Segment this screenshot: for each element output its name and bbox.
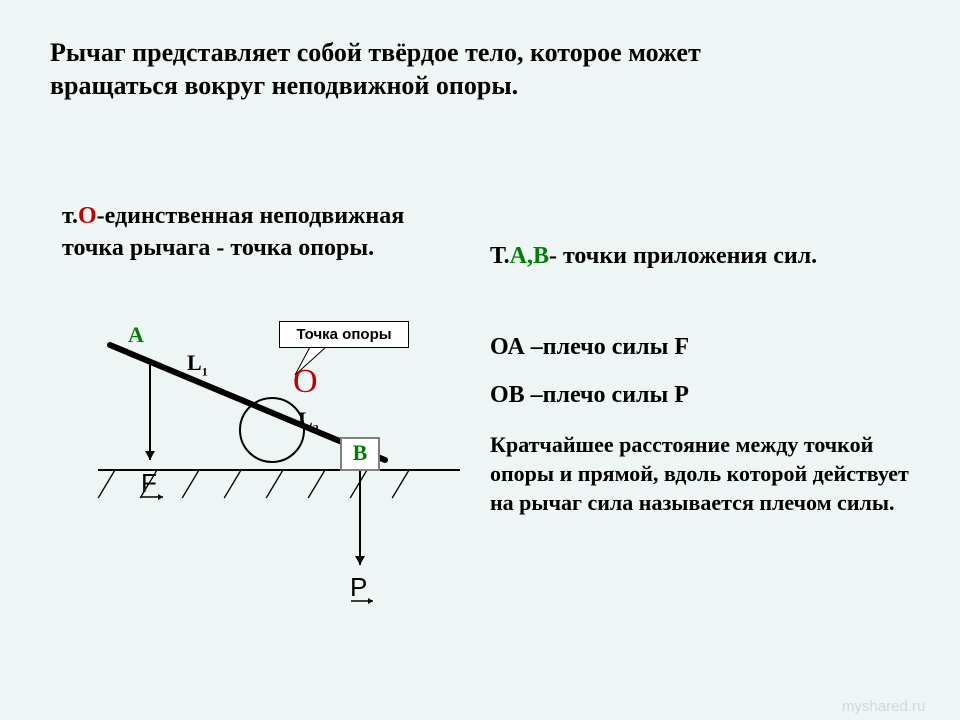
prefix: Т. [490, 243, 510, 269]
point-o-diagram-label: О [293, 363, 318, 401]
suffix: - точки приложения сил. [549, 243, 817, 269]
force-arm-definition-text: Кратчайшее расстояние между точкой опоры… [490, 430, 930, 517]
force-p-label: P [350, 572, 367, 603]
force-f-label: F [141, 468, 157, 499]
suffix: -единственная неподвижная точка рычага -… [62, 203, 404, 261]
l1-base: L [187, 350, 202, 375]
points-ab-definition-text: Т.А,В- точки приложения сил. [490, 240, 920, 272]
point-o-label: О [78, 203, 97, 229]
l2-base: L [298, 407, 313, 432]
l2-sub: 2 [313, 421, 319, 435]
fulcrum-callout-label: Точка опоры [279, 321, 409, 348]
watermark-text: myshared.ru [842, 698, 925, 715]
arm-oa-text: ОА –плечо силы F [490, 334, 920, 361]
point-a-label: А [128, 322, 144, 348]
prefix: т. [62, 203, 78, 229]
arm-ob-text: ОВ –плечо силы Р [490, 382, 920, 409]
fulcrum-definition-text: т.О-единственная неподвижная точка рычаг… [62, 200, 462, 265]
l1-sub: 1 [202, 364, 208, 378]
page-title: Рычаг представляет собой твёрдое тело, к… [50, 36, 810, 103]
points-ab-label: А,В [510, 243, 549, 269]
arm-l2-label: L2 [298, 407, 319, 436]
arm-l1-label: L1 [187, 350, 208, 379]
point-b-box: В [340, 437, 380, 471]
